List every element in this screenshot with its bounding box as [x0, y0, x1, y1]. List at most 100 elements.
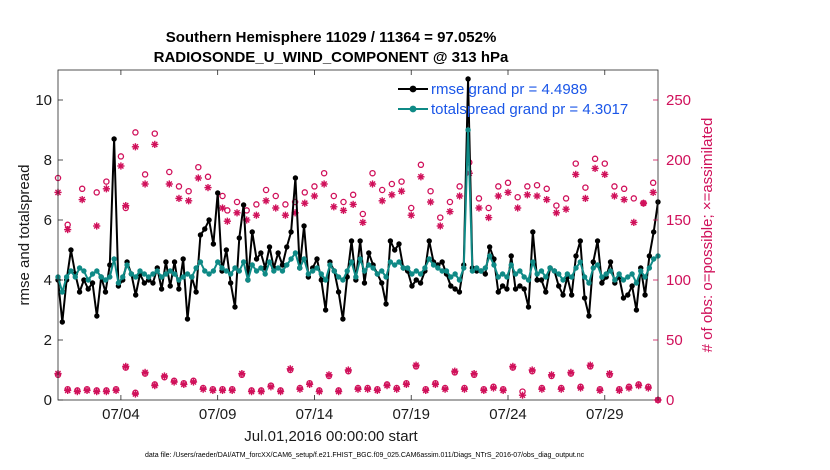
obs-assimilated-stroke [64, 226, 71, 233]
obs-assimilated-marker [64, 386, 72, 394]
totalspread-point [422, 265, 428, 271]
obs-assimilated-marker [528, 366, 536, 374]
totalspread-point [288, 256, 294, 262]
totalspread-point [314, 265, 320, 271]
rmse-point [560, 292, 566, 298]
totalspread-point [340, 277, 346, 283]
totalspread-point [266, 259, 273, 265]
obs-possible-marker [132, 129, 139, 136]
rmse-point [158, 286, 165, 292]
totalspread-point [232, 265, 238, 271]
obs-assimilated-stroke [185, 197, 192, 204]
obs-assimilated-marker [122, 362, 130, 370]
obs-assimilated-stroke [587, 362, 594, 369]
x-tick-label: 07/09 [199, 406, 237, 423]
obs-assimilated-stroke [301, 200, 308, 207]
totalspread-point [400, 265, 407, 271]
obs-assimilated-marker [218, 386, 227, 394]
totalspread-point [236, 268, 242, 274]
totalspread-point [137, 268, 143, 274]
totalspread-point [279, 268, 286, 274]
obs-assimilated-stroke [93, 388, 100, 395]
rmse-point [236, 235, 242, 241]
totalspread-point [197, 259, 204, 265]
totalspread-point [63, 274, 70, 280]
obs-assimilated-marker [373, 386, 381, 394]
totalspread-point [292, 250, 299, 256]
obs-assimilated-stroke [471, 370, 478, 377]
obs-assimilated-marker [509, 362, 517, 370]
obs-assimilated-stroke [233, 209, 241, 216]
line-layer [55, 76, 661, 325]
totalspread-point [322, 277, 329, 283]
legend: rmse grand pr = 4.4989 totalspread grand… [398, 81, 628, 118]
obs-assimilated-marker [141, 368, 149, 376]
obs-assimilated-marker [378, 197, 386, 205]
totalspread-point [387, 259, 394, 265]
rmse-point [504, 286, 510, 292]
totalspread-point [590, 265, 596, 271]
obs-possible-marker [620, 185, 628, 193]
totalspread-point [335, 274, 342, 280]
totalspread-point [426, 256, 432, 262]
obs-assimilated-marker [185, 197, 193, 205]
rmse-point [150, 280, 156, 286]
totalspread-point [193, 265, 199, 271]
obs-assimilated-stroke [166, 180, 173, 188]
obs-layer [54, 129, 662, 404]
totalspread-point [202, 268, 208, 274]
rmse-point [292, 175, 299, 181]
totalspread-point [158, 274, 165, 280]
rmse-point [132, 292, 139, 298]
obs-assimilated-stroke [572, 171, 579, 178]
obs-assimilated-stroke [509, 363, 516, 370]
totalspread-point [379, 268, 385, 274]
totalspread-point [85, 277, 91, 283]
obs-assimilated-stroke [413, 362, 420, 369]
totalspread-point [227, 271, 234, 277]
totalspread-point [620, 277, 627, 283]
rmse-point [180, 256, 186, 262]
obs-assimilated-stroke [103, 185, 110, 192]
obs-assimilated-marker [223, 217, 231, 225]
rmse-point [465, 76, 471, 82]
obs-assimilated-marker [489, 384, 498, 392]
obs-assimilated-stroke [529, 366, 536, 374]
obs-possible-marker [330, 192, 338, 200]
obs-assimilated-marker [330, 203, 338, 211]
obs-assimilated-marker [218, 204, 227, 212]
rmse-point [448, 283, 454, 289]
y-right-axis-label: # of obs: o=possible; ×=assimilated [699, 118, 716, 353]
obs-assimilated-marker [567, 368, 575, 376]
obs-possible-marker [475, 195, 483, 202]
rmse-point [594, 238, 601, 244]
obs-assimilated-stroke [369, 180, 376, 188]
totalspread-point [59, 289, 66, 295]
totalspread-point [98, 274, 104, 280]
rmse-point [642, 292, 648, 298]
rmse-point [530, 229, 536, 235]
obs-assimilated-marker [93, 222, 101, 230]
totalspread-point [547, 265, 553, 271]
totalspread-point [171, 271, 178, 277]
totalspread-point [219, 265, 225, 271]
totalspread-point [68, 268, 74, 274]
totalspread-point [94, 268, 100, 274]
obs-possible-marker [504, 179, 512, 187]
obs-assimilated-stroke [195, 174, 202, 182]
totalspread-point [461, 265, 467, 271]
obs-assimilated-stroke [354, 386, 362, 393]
obs-assimilated-stroke [625, 384, 633, 392]
obs-assimilated-stroke [122, 202, 129, 209]
rmse-point [76, 289, 83, 295]
y-tick-label: 6 [44, 212, 52, 229]
rmse-point [249, 229, 255, 235]
rmse-point [266, 244, 273, 250]
rmse-point [357, 238, 363, 244]
rmse-point [361, 280, 368, 286]
y-tick-label: 2 [44, 332, 52, 349]
obs-assimilated-marker [141, 180, 149, 188]
rmse-point [206, 217, 212, 223]
rmse-point [538, 277, 545, 283]
totalspread-point [141, 271, 148, 277]
